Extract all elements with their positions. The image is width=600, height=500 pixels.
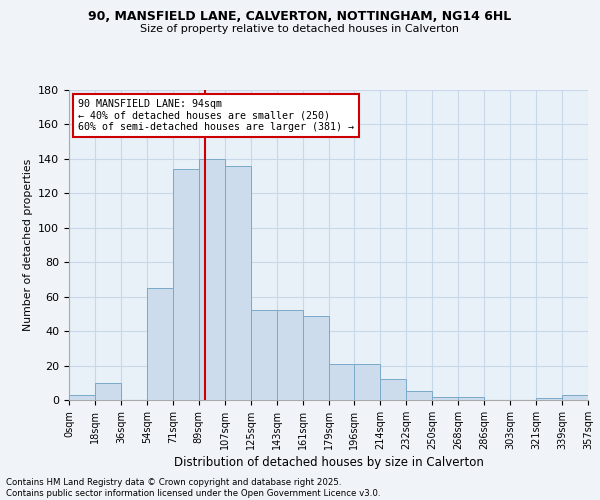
Text: 90 MANSFIELD LANE: 94sqm
← 40% of detached houses are smaller (250)
60% of semi-: 90 MANSFIELD LANE: 94sqm ← 40% of detach…: [77, 98, 353, 132]
Bar: [302, 316, 329, 400]
Bar: [173, 169, 199, 400]
Bar: [380, 380, 406, 400]
Bar: [251, 310, 277, 400]
X-axis label: Distribution of detached houses by size in Calverton: Distribution of detached houses by size …: [173, 456, 484, 469]
Text: Contains HM Land Registry data © Crown copyright and database right 2025.
Contai: Contains HM Land Registry data © Crown c…: [6, 478, 380, 498]
Y-axis label: Number of detached properties: Number of detached properties: [23, 159, 32, 331]
Text: Size of property relative to detached houses in Calverton: Size of property relative to detached ho…: [140, 24, 460, 34]
Text: 90, MANSFIELD LANE, CALVERTON, NOTTINGHAM, NG14 6HL: 90, MANSFIELD LANE, CALVERTON, NOTTINGHA…: [88, 10, 512, 23]
Bar: [277, 310, 302, 400]
Bar: [432, 396, 458, 400]
Bar: [536, 398, 562, 400]
Bar: [458, 396, 484, 400]
Bar: [562, 395, 588, 400]
Bar: [199, 159, 224, 400]
Bar: [95, 383, 121, 400]
Bar: [355, 364, 380, 400]
Bar: [329, 364, 355, 400]
Bar: [69, 395, 95, 400]
Bar: [147, 288, 173, 400]
Bar: [406, 392, 432, 400]
Bar: [224, 166, 251, 400]
